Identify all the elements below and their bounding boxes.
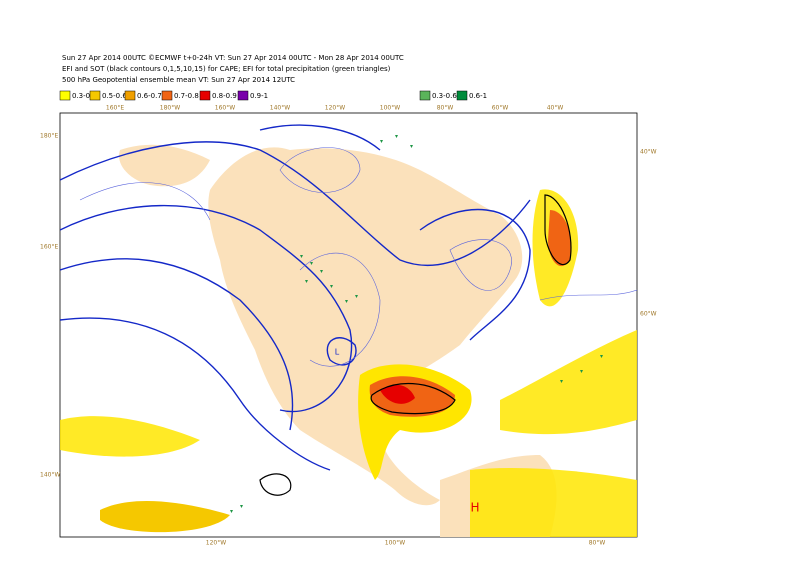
legend-label: 0.5-0.6 [102, 92, 127, 100]
lon-label: 160°W [215, 105, 235, 112]
lon-label: 40°W [640, 149, 657, 156]
legend-label: 0.3-0.5 [72, 92, 97, 100]
lon-label: 80°W [437, 105, 454, 112]
lon-label: 180°W [160, 105, 180, 112]
land [119, 144, 210, 187]
lon-label: 80°W [589, 540, 606, 547]
efi-area [470, 468, 637, 537]
legend-label: 0.8-0.9 [212, 92, 237, 100]
legend: 0.3-0.5 0.5-0.6 0.6-0.7 0.7-0.8 0.8-0.9 0.9-1… [59, 90, 487, 101]
lon-label: 100°W [385, 540, 405, 547]
lon-label: 100°W [380, 105, 400, 112]
legend-swatch [161, 90, 173, 101]
contours [79, 147, 637, 367]
efi-area [60, 416, 200, 457]
legend-swatch [124, 90, 136, 101]
legend-label: 0.9-1 [250, 92, 268, 100]
legend-label: 0.3-0.6 [432, 92, 457, 100]
efi-area [548, 210, 572, 267]
legend-label: 0.6-1 [469, 92, 487, 100]
legend-swatch [237, 90, 249, 101]
graticule-labels: 160°E 180°W 160°W 140°W 120°W 100°W 80°W 60°W 40… [40, 105, 657, 547]
lon-label: 120°W [325, 105, 345, 112]
contours [60, 124, 531, 471]
map: 160°E 180°W 160°W 140°W 120°W 100°W 80°W 60°W 40… [40, 105, 657, 547]
legend-label: 0.7-0.8 [174, 92, 199, 100]
lon-label: 120°W [206, 540, 226, 547]
legend-swatch [419, 90, 431, 101]
lat-label: 160°E [40, 244, 58, 251]
lat-label: 140°W [40, 472, 60, 479]
lat-label: 180°E [40, 133, 58, 140]
legend-swatch [456, 90, 468, 101]
efi-area [500, 330, 637, 435]
low-marker: L [335, 348, 340, 357]
high-marker: H [470, 501, 479, 515]
header-line: Sun 27 Apr 2014 00UTC ©ECMWF t+0-24h VT:… [62, 54, 404, 62]
legend-label: 0.6-0.7 [137, 92, 162, 100]
header-line: EFI and SOT (black contours 0,1,5,10,15)… [62, 65, 391, 73]
legend-swatch [59, 90, 71, 101]
legend-swatch [89, 90, 101, 101]
lon-label: 40°W [547, 105, 564, 112]
efi-area [380, 384, 415, 404]
header-line: 500 hPa Geopotential ensemble mean VT: S… [62, 76, 295, 84]
lon-label: 60°W [640, 311, 657, 318]
lon-label: 140°W [270, 105, 290, 112]
land [208, 147, 523, 506]
lon-label: 160°E [106, 105, 124, 112]
legend-swatch [199, 90, 211, 101]
efi-area [100, 500, 230, 533]
cape-contours [259, 194, 572, 496]
lon-label: 60°W [492, 105, 509, 112]
